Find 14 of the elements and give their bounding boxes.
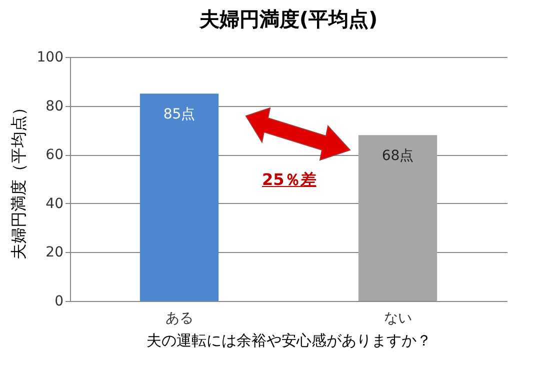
x-tick-label: ない <box>384 310 412 326</box>
x-tick-label: ある <box>165 310 194 326</box>
y-axis-title: 夫婦円満度（平均点） <box>8 100 28 260</box>
y-tick-label: 40 <box>46 196 64 212</box>
x-axis-title: 夫の運転には余裕や安心感がありますか？ <box>146 332 432 350</box>
y-tick-label: 20 <box>46 244 64 261</box>
y-tick-label: 100 <box>36 50 64 66</box>
data-label: 68点 <box>382 148 414 164</box>
chart-title: 夫婦円満度(平均点) <box>198 7 378 31</box>
y-tick-label: 60 <box>46 147 64 164</box>
y-tick-label: 80 <box>46 98 64 114</box>
annotation: 25％差 <box>262 170 316 191</box>
y-tick-label: 0 <box>54 294 64 310</box>
data-label: 85点 <box>163 106 196 123</box>
